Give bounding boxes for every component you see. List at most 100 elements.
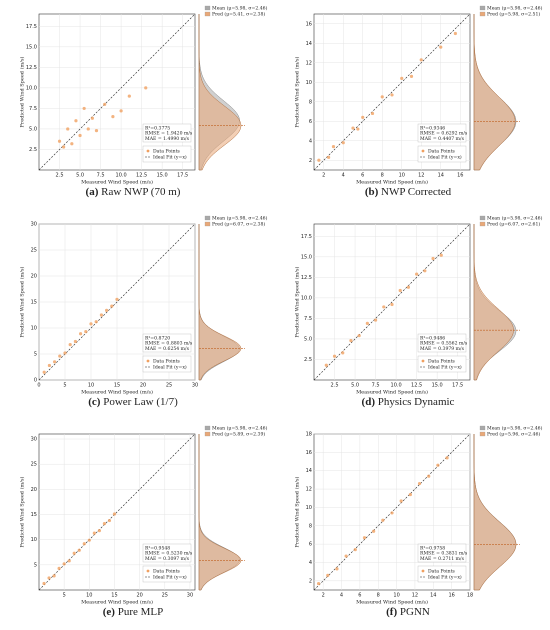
legend-swatch: [479, 215, 486, 221]
y-tick-label: 12: [306, 487, 312, 493]
stats-text: MAE = 0.3097 m/s: [145, 556, 190, 562]
data-point: [439, 253, 443, 257]
data-point: [380, 95, 384, 99]
legend-point: [421, 149, 425, 153]
panel: 2 4 6 8 10 12 14 16 2 4 6 8 10 12 14 16 Measured Wind Sp…: [294, 5, 543, 198]
y-tick-label: 15: [31, 512, 37, 518]
data-point: [94, 320, 98, 324]
legend-text: Data Points: [153, 149, 180, 155]
y-tick-label: 15: [31, 300, 37, 306]
data-point: [42, 370, 46, 374]
x-tick-label: 12: [412, 593, 418, 599]
data-point: [89, 322, 93, 326]
x-axis-label: Measured Wind Speed (m/s): [81, 599, 153, 606]
data-point: [110, 304, 114, 308]
x-axis-label: Measured Wind Speed (m/s): [356, 179, 428, 186]
data-point: [357, 334, 361, 338]
data-point: [400, 76, 404, 80]
y-tick-label: 30: [31, 437, 37, 443]
data-point: [344, 554, 348, 558]
y-tick-label: 8: [309, 99, 312, 105]
legend-text: Mean (μ=5.98, σ=2.46): [487, 215, 543, 222]
legend-box: [142, 565, 192, 583]
x-axis-label: Measured Wind Speed (m/s): [81, 389, 153, 396]
x-tick-label: 7.5: [372, 383, 380, 389]
y-tick-label: 20: [31, 487, 37, 493]
y-axis-label: Predicted Wind Speed (m/s): [19, 56, 26, 127]
density-curve: [198, 434, 242, 591]
density-curve: [473, 224, 514, 381]
x-tick-label: 14: [430, 593, 436, 599]
x-tick-label: 12.5: [136, 173, 147, 179]
legend-swatch: [204, 5, 211, 11]
data-point: [57, 566, 61, 570]
x-tick-label: 10.0: [116, 173, 127, 179]
caption: (a) Raw NWP (70 m): [86, 186, 181, 198]
x-tick-label: 5: [63, 383, 66, 389]
y-tick-label: 14: [306, 41, 312, 47]
y-tick-label: 16: [306, 21, 312, 27]
data-point: [99, 313, 103, 317]
legend-point: [146, 359, 150, 363]
y-axis-label: Predicted Wind Speed (m/s): [294, 266, 301, 337]
y-tick-label: 10: [31, 537, 37, 543]
legend-swatch: [204, 11, 211, 17]
data-point: [111, 115, 115, 119]
data-point: [409, 74, 414, 78]
y-tick-label: 0: [34, 378, 37, 384]
data-point: [327, 155, 331, 159]
stats-text: R²=0.9758: [420, 546, 445, 552]
caption-title: PGNN: [400, 606, 430, 618]
density-curve: [198, 224, 242, 381]
stats-box: [142, 123, 192, 143]
y-tick-label: 5.0: [29, 126, 37, 132]
density-curve: [198, 14, 242, 171]
stats-text: MAE = 0.2711 m/s: [420, 556, 465, 562]
legend-text: Data Points: [428, 569, 455, 575]
legend-swatch: [479, 431, 486, 437]
x-tick-label: 6: [358, 593, 361, 599]
caption-tag: (c): [88, 396, 101, 408]
legend-text: Pred (μ=6.07, σ=2.61): [487, 221, 540, 228]
legend-text: Pred (μ=5.41, σ=2.38): [212, 11, 265, 18]
legend-text: Data Points: [153, 359, 180, 365]
data-point: [79, 332, 83, 336]
data-point: [373, 318, 378, 322]
y-tick-label: 10: [31, 326, 37, 332]
data-point: [70, 142, 74, 146]
caption: (d) Physics Dynamic: [362, 396, 455, 408]
caption: (c) Power Law (1/7): [88, 396, 178, 408]
x-tick-label: 15: [111, 593, 117, 599]
data-point: [52, 574, 56, 578]
legend-swatch: [479, 425, 486, 431]
legend-point: [146, 569, 150, 573]
stats-box: [417, 333, 467, 353]
legend-text: Data Points: [153, 569, 180, 575]
stats-text: R²=0.3775: [145, 126, 170, 132]
caption-title: Power Law (1/7): [103, 396, 178, 408]
x-tick-label: 17.5: [452, 383, 463, 389]
x-axis-label: Measured Wind Speed (m/s): [356, 389, 428, 396]
legend-text: Mean (μ=5.98, σ=2.46): [487, 425, 543, 432]
legend-swatch: [204, 431, 211, 437]
x-tick-label: 5.0: [76, 173, 84, 179]
y-tick-label: 7.5: [29, 106, 37, 112]
data-point: [331, 145, 336, 149]
stats-text: R²=0.9486: [420, 336, 445, 342]
legend-text: Data Points: [428, 149, 455, 155]
legend-text: Data Points: [428, 359, 455, 365]
legend-swatch: [479, 5, 486, 11]
legend-text: Ideal Fit (y=x): [428, 574, 462, 581]
data-point: [103, 102, 107, 106]
data-point: [335, 567, 339, 571]
stats-text: MAE = 0.3979 m/s: [420, 346, 465, 352]
caption-tag: (b): [365, 186, 379, 198]
legend-text: Mean (μ=5.98, σ=2.46): [212, 5, 268, 12]
data-point: [362, 536, 367, 540]
data-point: [445, 456, 449, 460]
data-point: [326, 573, 330, 577]
data-point: [349, 338, 353, 343]
stats-text: MAE = 0.6254 m/s: [145, 346, 190, 352]
data-point: [84, 330, 88, 334]
legend-text: Ideal Fit (y=x): [153, 574, 187, 581]
